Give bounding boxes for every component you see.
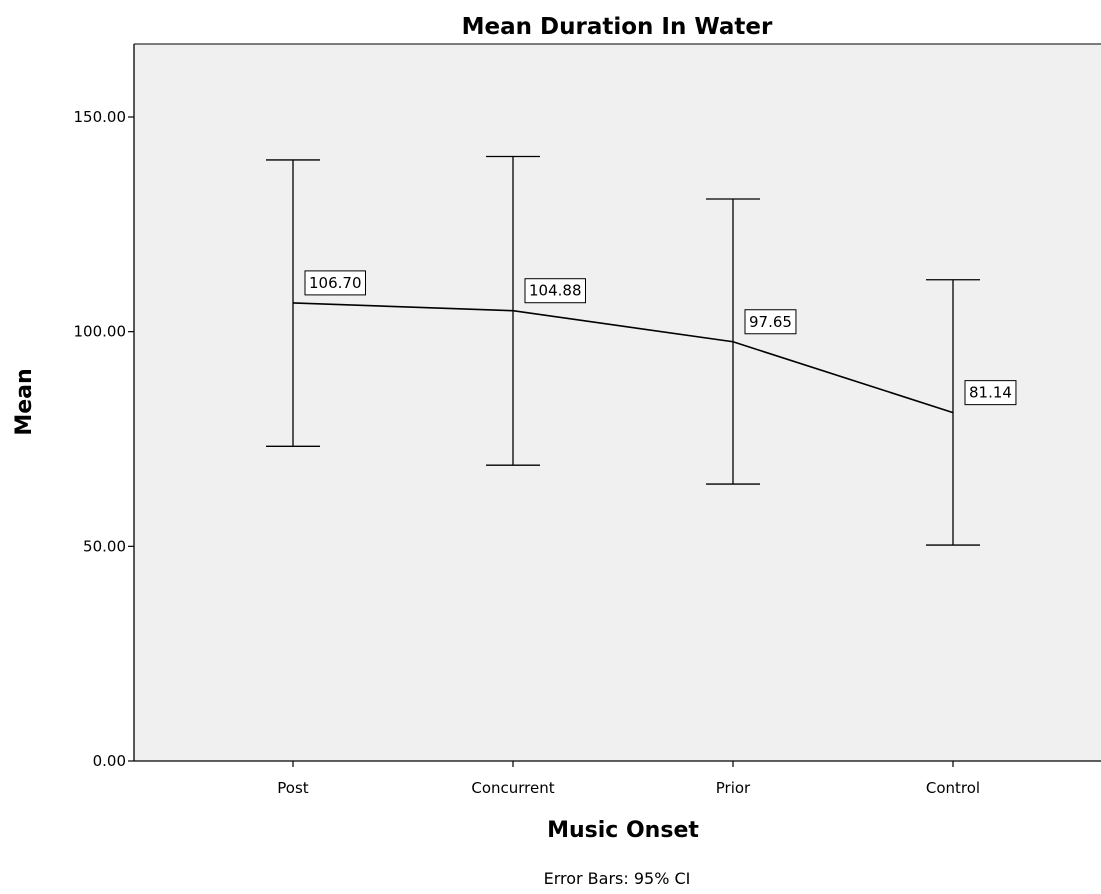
error-bars-footnote: Error Bars: 95% CI	[544, 869, 691, 888]
data-label: 106.70	[309, 274, 362, 292]
y-axis-title: Mean	[12, 368, 37, 435]
data-label-group: 104.88	[524, 278, 586, 304]
data-label-group: 97.65	[744, 309, 797, 335]
y-tick-label: 150.00	[74, 108, 127, 126]
data-label-group: 81.14	[964, 380, 1017, 406]
x-axis-title: Music Onset	[547, 818, 699, 843]
chart-marks: 0.00 50.00 100.00 150.00 Post Concurrent Prior…	[74, 43, 1101, 797]
x-tick-label: Prior	[716, 779, 751, 797]
data-label-box	[744, 309, 797, 335]
mean-line	[292, 302, 954, 414]
data-label: 97.65	[749, 313, 792, 331]
data-label: 81.14	[969, 384, 1012, 402]
chart-title: Mean Duration In Water	[462, 14, 773, 40]
data-label: 104.88	[529, 282, 582, 300]
data-label-box	[304, 270, 366, 296]
y-tick-label: 0.00	[93, 752, 126, 770]
data-label-box	[964, 380, 1017, 406]
plot-area	[134, 44, 1101, 761]
x-tick-label: Post	[277, 779, 309, 797]
data-label-group: 106.70	[304, 270, 366, 296]
data-label-box	[524, 278, 586, 304]
y-tick-label: 50.00	[83, 537, 126, 555]
x-tick-label: Control	[926, 779, 980, 797]
y-tick-label: 100.00	[74, 323, 127, 341]
x-tick-label: Concurrent	[471, 779, 554, 797]
